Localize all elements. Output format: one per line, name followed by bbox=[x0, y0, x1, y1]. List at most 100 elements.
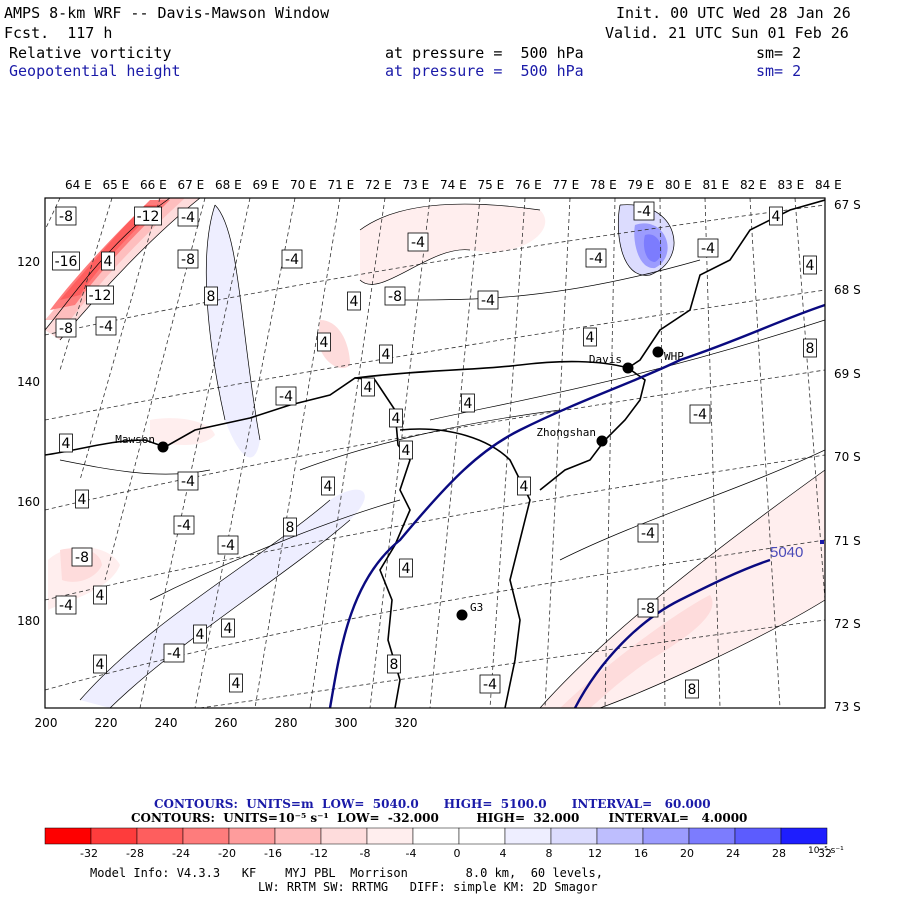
colorbar-tick-label: -8 bbox=[360, 847, 371, 860]
top-longitude-label: 70 E bbox=[290, 178, 317, 192]
colorbar-swatch bbox=[642, 827, 690, 845]
contour-label: 4 bbox=[806, 258, 815, 274]
field1-name: Relative vorticity bbox=[9, 44, 172, 62]
station-marker bbox=[456, 609, 468, 621]
field2-smoothing: sm= 2 bbox=[756, 62, 802, 80]
contour-label-box bbox=[221, 618, 235, 638]
station-marker bbox=[157, 441, 169, 453]
contour-label-box bbox=[803, 255, 817, 275]
plot-title: AMPS 8-km WRF -- Davis-Mawson Window bbox=[4, 4, 330, 22]
colorbar-tick-label: -32 bbox=[80, 847, 98, 860]
contour-label-group: -8 -12 -4 -4 -16 4 -8 -4 -4 -4 -4 4 -12 8 4 -8 -4 4 -8 -4 4 4… bbox=[52, 201, 817, 699]
contour-label-box bbox=[275, 386, 297, 406]
contour-label-box bbox=[75, 489, 89, 509]
colorbar-tick-label: -28 bbox=[126, 847, 144, 860]
contour-label-box bbox=[93, 654, 107, 674]
colorbar-swatch bbox=[228, 827, 276, 845]
contour-label: -4 bbox=[99, 319, 113, 335]
contour-label-box bbox=[95, 316, 117, 336]
colorbar-tick-label: -16 bbox=[264, 847, 282, 860]
contour-label: 4 bbox=[96, 588, 105, 604]
contour-label: -8 bbox=[59, 209, 73, 225]
contour-label: 4 bbox=[320, 335, 329, 351]
right-latitude-label: 68 S bbox=[834, 283, 861, 297]
contour-label-box bbox=[583, 327, 597, 347]
contour-label: 4 bbox=[382, 347, 391, 363]
colorbar-tick-label: 0 bbox=[454, 847, 461, 860]
axis-label-group: 64 E 65 E 66 E 67 E 68 E 69 E 70 E 71 E 72 E 73 E… bbox=[17, 178, 861, 730]
colorbar-swatch bbox=[320, 827, 368, 845]
left-grid-label: 180 bbox=[17, 614, 40, 628]
top-longitude-label: 69 E bbox=[253, 178, 280, 192]
contour-label-box bbox=[379, 344, 393, 364]
colorbar-swatch bbox=[182, 827, 230, 845]
left-grid-label: 140 bbox=[17, 375, 40, 389]
contour-label-box bbox=[283, 517, 297, 537]
contour-label-box bbox=[407, 232, 429, 252]
contour-label-box bbox=[317, 332, 331, 352]
contour-label-box bbox=[477, 290, 499, 310]
colorbar-swatch bbox=[734, 827, 782, 845]
top-longitude-label: 72 E bbox=[365, 178, 392, 192]
contour-label: -12 bbox=[137, 209, 160, 225]
right-latitude-label: 70 S bbox=[834, 450, 861, 464]
contour-label-box bbox=[387, 654, 401, 674]
contour-label-box bbox=[177, 471, 199, 491]
top-longitude-label: 71 E bbox=[328, 178, 355, 192]
bottom-grid-label: 240 bbox=[155, 716, 178, 730]
top-longitude-label: 74 E bbox=[440, 178, 467, 192]
station-label: Zhongshan bbox=[536, 426, 596, 439]
station-marker bbox=[652, 346, 664, 358]
contour-label-box bbox=[217, 535, 239, 555]
contour-label: 4 bbox=[402, 561, 411, 577]
colorbar-tick-label: 28 bbox=[772, 847, 786, 860]
contour-label-box bbox=[769, 206, 783, 226]
contour-label: 4 bbox=[772, 209, 781, 225]
station-label: WHP bbox=[664, 350, 684, 363]
contour-label-box bbox=[633, 201, 655, 221]
station-marker bbox=[622, 362, 634, 374]
colorbar-swatch bbox=[780, 827, 828, 845]
contour-label: 4 bbox=[62, 436, 71, 452]
contour-label-box bbox=[585, 248, 607, 268]
model-info-line2: LW: RRTM SW: RRTMG DIFF: simple KM: 2D S… bbox=[258, 880, 598, 894]
contour-label-box bbox=[71, 547, 93, 567]
contour-label: -4 bbox=[411, 235, 425, 251]
station-label: Mawson bbox=[115, 433, 155, 446]
contour-label: 4 bbox=[520, 479, 529, 495]
contour-label-box bbox=[347, 291, 361, 311]
contour-label-box bbox=[229, 673, 243, 693]
contour-label: 4 bbox=[464, 396, 473, 412]
contour-label-box bbox=[461, 393, 475, 413]
map-frame bbox=[44, 197, 826, 709]
init-time: Init. 00 UTC Wed 28 Jan 26 bbox=[616, 4, 851, 22]
legend-vorticity-contours: CONTOURS: UNITS=10⁻⁵ s⁻¹ LOW= -32.000 HI… bbox=[131, 811, 748, 825]
contour-label-box bbox=[384, 286, 406, 306]
field1-pressure: at pressure = 500 hPa bbox=[385, 44, 584, 62]
contour-label: -4 bbox=[181, 210, 195, 226]
contour-label: -4 bbox=[279, 389, 293, 405]
contour-label-box bbox=[193, 624, 207, 644]
contour-label-box bbox=[361, 377, 375, 397]
colorbar-swatch bbox=[596, 827, 644, 845]
bottom-grid-label: 300 bbox=[335, 716, 358, 730]
top-longitude-label: 80 E bbox=[665, 178, 692, 192]
contour-label-box bbox=[52, 251, 80, 271]
legend-height-contours: CONTOURS: UNITS=m LOW= 5040.0 HIGH= 5100… bbox=[154, 797, 711, 811]
contour-label-box bbox=[55, 206, 77, 226]
contour-label: 8 bbox=[207, 289, 216, 305]
contour-label: -4 bbox=[641, 526, 655, 542]
top-longitude-label: 68 E bbox=[215, 178, 242, 192]
contour-label: -4 bbox=[285, 252, 299, 268]
colorbar-tick-label: -12 bbox=[310, 847, 328, 860]
colorbar-tick-label: 16 bbox=[634, 847, 648, 860]
contour-label: -8 bbox=[388, 289, 402, 305]
contour-label-box bbox=[389, 408, 403, 428]
field2-name: Geopotential height bbox=[9, 62, 181, 80]
station-label: G3 bbox=[470, 601, 483, 614]
right-latitude-label: 73 S bbox=[834, 700, 861, 714]
contour-label-box bbox=[479, 674, 501, 694]
colorbar-tick-label: 12 bbox=[588, 847, 602, 860]
top-longitude-label: 78 E bbox=[590, 178, 617, 192]
contour-label-box bbox=[517, 476, 531, 496]
